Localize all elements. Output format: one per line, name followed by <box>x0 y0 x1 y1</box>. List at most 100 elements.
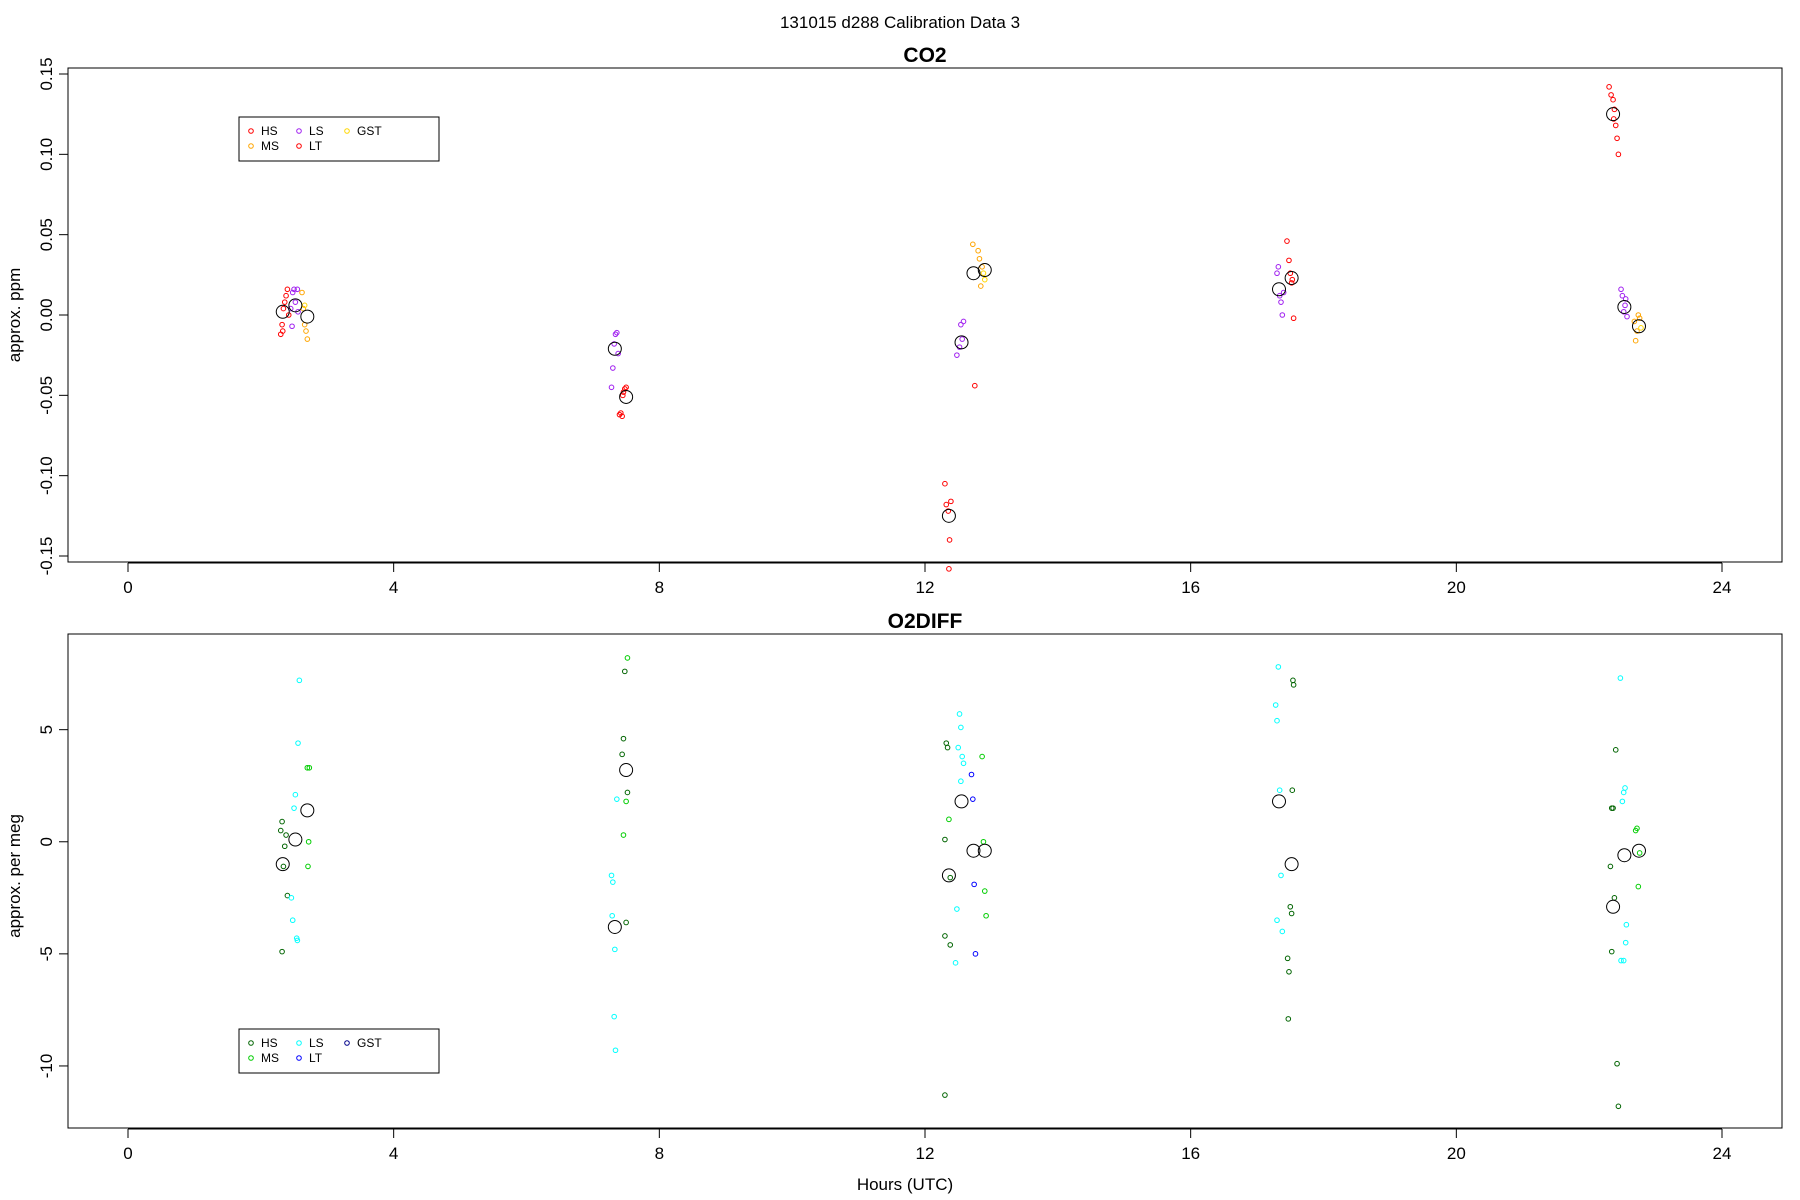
o2diff-data-point <box>960 760 967 767</box>
co2-mean-marker <box>1284 271 1299 286</box>
o2diff-data-point <box>1287 903 1294 910</box>
o2diff-legend-swatch <box>296 1055 302 1061</box>
o2diff-data-point <box>281 843 288 850</box>
co2-legend-swatch <box>248 128 254 134</box>
o2diff-data-point <box>983 912 989 919</box>
co2-x-tick-label: 24 <box>1713 578 1732 597</box>
co2-data-point <box>1610 116 1617 122</box>
co2-data-point <box>1280 289 1287 296</box>
o2diff-data-point <box>608 872 615 879</box>
co2-legend-box <box>238 116 440 162</box>
co2-mean-marker <box>1606 107 1621 122</box>
co2-mean-marker <box>1617 299 1632 314</box>
co2-data-point <box>281 299 288 305</box>
o2diff-data-point <box>1279 928 1286 935</box>
co2-x-tick-label: 8 <box>655 578 664 597</box>
o2diff-data-point <box>968 771 975 778</box>
co2-data-point <box>972 382 978 389</box>
o2diff-data-point <box>1290 682 1297 688</box>
co2-data-point <box>976 255 983 262</box>
o2diff-data-point <box>955 744 962 751</box>
co2-data-point <box>621 386 628 392</box>
co2-legend-swatch <box>248 143 254 149</box>
co2-y-tick-label: 0.05 <box>37 218 56 251</box>
co2-data-point <box>611 341 617 347</box>
co2-x-tick-label: 20 <box>1447 578 1466 597</box>
co2-mean-marker <box>977 263 992 278</box>
o2diff-x-tick-label: 16 <box>1181 1144 1200 1163</box>
o2diff-data-point <box>1634 825 1640 832</box>
co2-data-point <box>1615 151 1622 158</box>
o2diff-data-point <box>284 892 291 899</box>
co2-data-point <box>289 323 295 330</box>
o2diff-data-point <box>620 832 627 838</box>
co2-mean-marker <box>619 389 634 404</box>
co2-data-point <box>615 350 621 357</box>
co2-data-point <box>1635 312 1642 318</box>
o2diff-x-tick-label: 12 <box>916 1144 935 1163</box>
o2diff-data-point <box>946 816 952 823</box>
o2diff-data-point <box>296 677 303 684</box>
co2-x-tick-label: 12 <box>916 578 935 597</box>
o2diff-data-point <box>947 874 954 881</box>
o2diff-data-point <box>1275 664 1282 670</box>
o2diff-data-point <box>1620 957 1627 964</box>
o2diff-data-point <box>1285 1016 1292 1022</box>
o2diff-data-point <box>958 778 964 785</box>
o2diff-y-tick-label: 0 <box>37 837 56 846</box>
co2-mean-marker <box>607 341 622 356</box>
co2-data-point <box>1631 318 1638 325</box>
co2-data-point <box>620 392 626 399</box>
o2diff-data-point <box>305 863 311 870</box>
co2-data-point <box>954 352 960 358</box>
o2diff-data-point <box>623 919 629 926</box>
o2diff-data-point <box>944 744 951 751</box>
co2-data-point <box>1619 292 1626 299</box>
co2-data-point <box>304 336 311 342</box>
co2-data-point <box>958 321 964 328</box>
o2diff-data-point <box>1620 789 1627 796</box>
o2diff-data-point <box>943 740 950 746</box>
co2-data-point <box>1288 280 1295 286</box>
o2diff-data-point <box>1284 955 1291 962</box>
o2diff-data-point <box>620 735 627 742</box>
o2diff-legend-swatch <box>248 1055 254 1061</box>
o2diff-data-point <box>1611 895 1618 901</box>
o2diff-mean-marker <box>1284 857 1299 872</box>
o2diff-data-point <box>291 805 297 811</box>
co2-y-tick-label: -0.05 <box>37 376 56 415</box>
co2-legend-swatch <box>296 128 302 134</box>
co2-data-point <box>294 286 301 293</box>
o2diff-x-tick-label: 24 <box>1713 1144 1732 1163</box>
o2diff-data-point <box>1636 850 1643 856</box>
co2-data-point <box>623 384 629 391</box>
co2-data-point <box>1606 84 1612 90</box>
o2diff-panel-title: O2DIFF <box>888 610 963 633</box>
figure-main-title: 131015 d288 Calibration Data 3 <box>780 13 1020 32</box>
co2-data-point <box>619 413 625 420</box>
co2-mean-marker <box>300 309 315 324</box>
co2-data-point <box>1278 299 1284 305</box>
o2diff-mean-marker <box>1631 843 1646 858</box>
o2diff-data-point <box>952 960 959 966</box>
o2diff-mean-marker <box>288 832 303 847</box>
o2diff-mean-marker <box>941 868 956 883</box>
co2-data-point <box>945 508 952 514</box>
x-axis-label: Hours (UTC) <box>857 1175 953 1194</box>
o2diff-data-point <box>624 655 631 661</box>
co2-data-point <box>1618 286 1624 293</box>
co2-data-point <box>610 365 616 371</box>
o2diff-data-point <box>283 832 289 838</box>
o2diff-data-point <box>971 881 977 888</box>
o2diff-y-tick-label: -5 <box>37 946 56 961</box>
o2diff-data-point <box>956 711 963 717</box>
co2-data-point <box>284 286 291 293</box>
o2diff-data-point <box>280 863 287 870</box>
o2diff-data-point <box>1619 798 1626 805</box>
co2-x-tick-label: 16 <box>1181 578 1200 597</box>
o2diff-data-point <box>981 888 988 894</box>
o2diff-data-point <box>1607 863 1614 870</box>
co2-x-tick-label: 0 <box>123 578 132 597</box>
co2-panel: CO2 approx. ppm 0 4 8 12 16 20 24 -0.15 -0.10 -0.… <box>5 44 1783 597</box>
